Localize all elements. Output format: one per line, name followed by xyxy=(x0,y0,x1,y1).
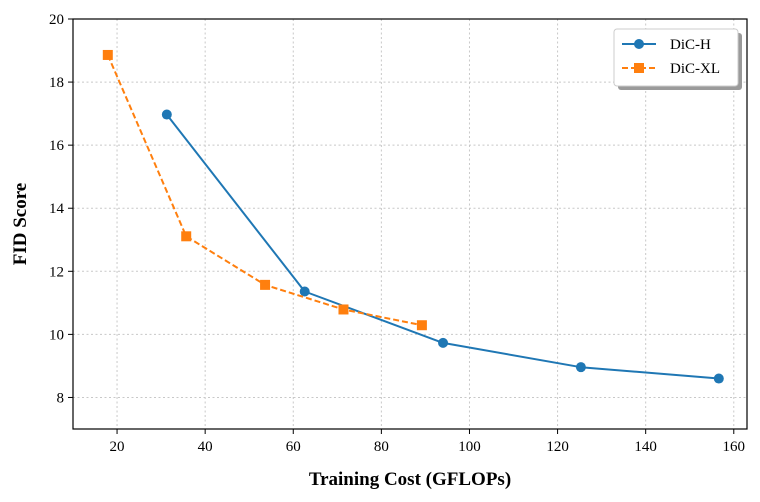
x-tick-label: 80 xyxy=(374,439,389,455)
legend-entry-dic-xl[interactable]: DiC-XL xyxy=(622,61,720,77)
series-layer xyxy=(102,49,724,384)
axis-ticks: 20 40 60 80 100 120 140 160 8 10 12 14 16 18 20 xyxy=(49,12,745,455)
data-point-dic-h xyxy=(161,109,172,120)
legend-marker-dic-h xyxy=(634,39,644,49)
x-tick-label: 140 xyxy=(634,439,657,455)
legend-label-dic-h: DiC-H xyxy=(670,37,711,53)
data-point-dic-xl xyxy=(102,49,113,60)
data-point-dic-h xyxy=(713,373,724,384)
y-tick-label: 14 xyxy=(49,201,65,217)
x-axis-label: Training Cost (GFLOPs) xyxy=(309,469,511,490)
data-point-dic-xl xyxy=(338,304,349,315)
x-tick-label: 60 xyxy=(286,439,301,455)
data-point-dic-h xyxy=(438,337,449,348)
x-tick-label: 20 xyxy=(110,439,125,455)
legend-label-dic-xl: DiC-XL xyxy=(670,61,720,77)
legend-entry-dic-h[interactable]: DiC-H xyxy=(622,37,711,53)
y-tick-label: 10 xyxy=(49,327,64,343)
y-tick-label: 20 xyxy=(49,12,64,28)
y-tick-label: 16 xyxy=(49,138,65,154)
y-tick-label: 12 xyxy=(49,264,64,280)
y-axis-label: FID Score xyxy=(10,183,31,266)
x-tick-label: 100 xyxy=(458,439,481,455)
x-tick-label: 160 xyxy=(723,439,746,455)
data-point-dic-h xyxy=(299,286,310,297)
data-point-dic-xl xyxy=(181,231,192,242)
data-point-dic-h xyxy=(575,362,586,373)
plot-frame xyxy=(72,18,748,430)
x-tick-label: 120 xyxy=(546,439,569,455)
y-tick-label: 8 xyxy=(57,390,65,406)
legend-marker-dic-xl xyxy=(634,63,644,73)
legend[interactable]: DiC-H DiC-XL xyxy=(613,28,742,90)
x-tick-label: 40 xyxy=(198,439,213,455)
data-point-dic-xl xyxy=(260,279,271,290)
data-point-dic-xl xyxy=(416,320,427,331)
y-tick-label: 18 xyxy=(49,75,64,91)
